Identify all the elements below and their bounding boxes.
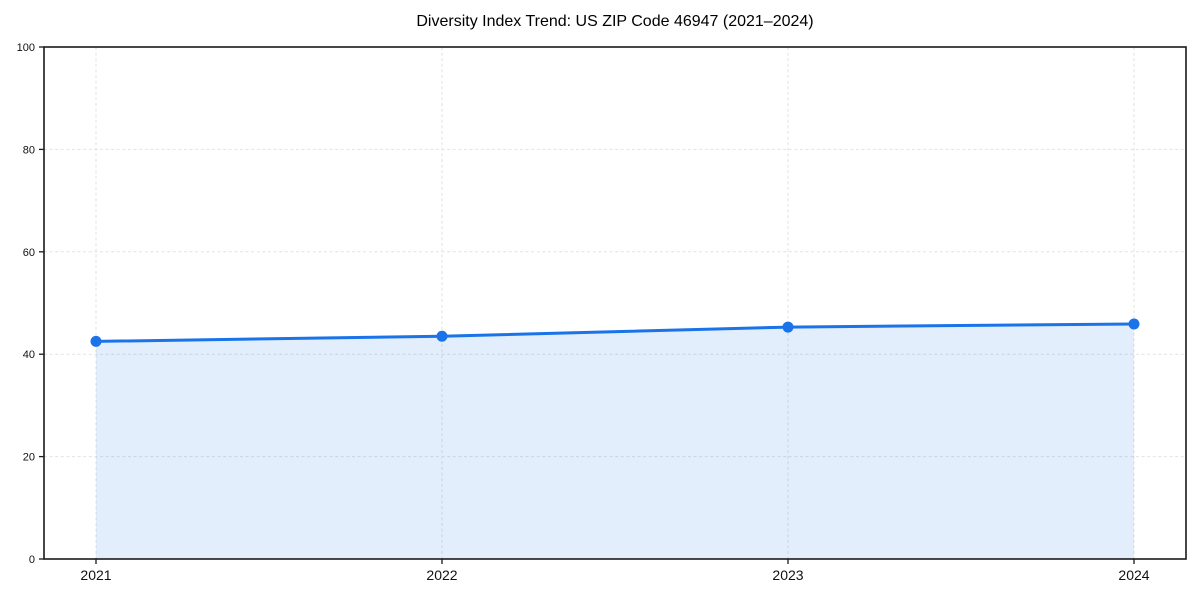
x-tick-label: 2024 <box>1118 567 1149 583</box>
trend-line <box>94 322 1136 343</box>
x-tick-label: 2023 <box>772 567 803 583</box>
x-tick-label: 2021 <box>80 567 111 583</box>
y-tick-label: 20 <box>23 452 35 464</box>
data-point-2021 <box>90 335 102 347</box>
y-tick-label: 60 <box>23 247 35 259</box>
chart-title: Diversity Index Trend: US ZIP Code 46947… <box>416 13 814 30</box>
y-tick-label: 100 <box>17 42 35 54</box>
y-tick-label: 80 <box>23 144 35 156</box>
x-tick-label: 2022 <box>426 567 457 583</box>
y-tick-label: 0 <box>29 554 35 566</box>
y-tick-label: 40 <box>23 349 35 361</box>
plot-border <box>43 46 1187 560</box>
data-point-2022 <box>436 330 448 342</box>
data-point-2023 <box>782 321 794 333</box>
area-fill <box>96 323 1134 559</box>
data-point-2024 <box>1128 318 1140 330</box>
